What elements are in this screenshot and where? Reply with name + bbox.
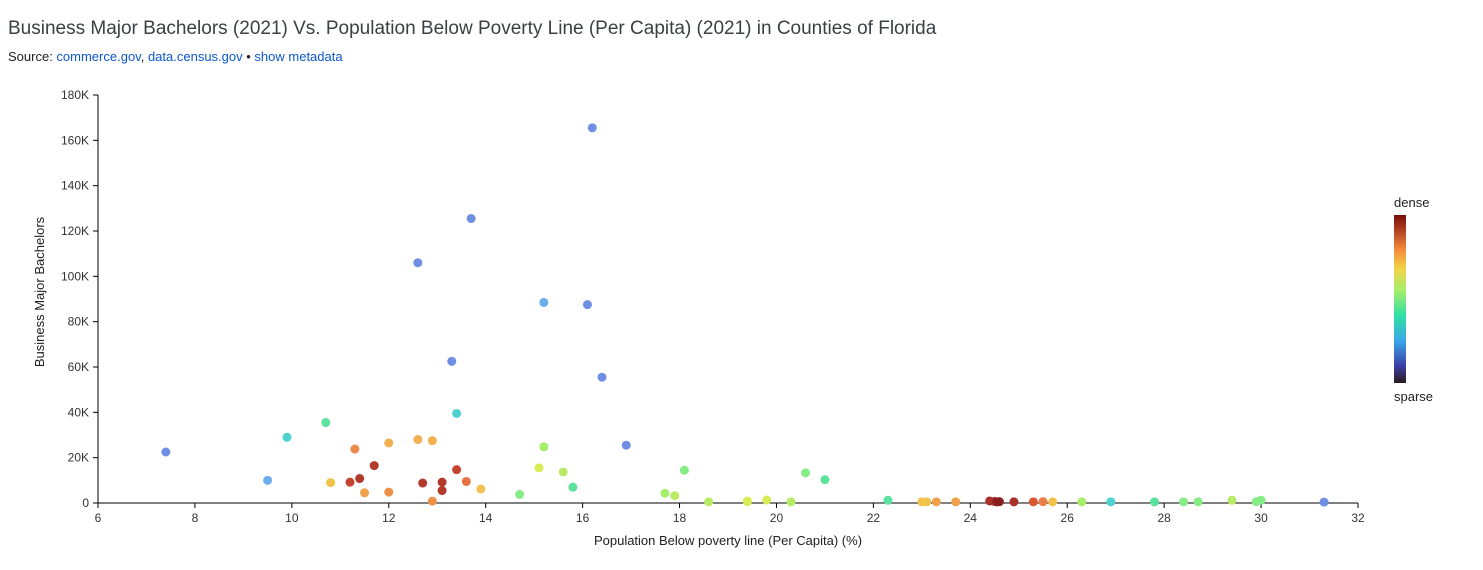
data-point[interactable] xyxy=(539,442,548,451)
x-tick-label: 18 xyxy=(673,511,687,525)
x-tick-label: 30 xyxy=(1254,511,1268,525)
data-point[interactable] xyxy=(539,298,548,307)
data-point[interactable] xyxy=(661,489,670,498)
legend-bottom-label: sparse xyxy=(1394,389,1433,404)
data-point[interactable] xyxy=(995,497,1004,506)
x-tick-label: 14 xyxy=(479,511,493,525)
data-point[interactable] xyxy=(568,483,577,492)
data-point[interactable] xyxy=(452,465,461,474)
data-point[interactable] xyxy=(413,258,422,267)
x-tick-label: 8 xyxy=(192,511,199,525)
data-point[interactable] xyxy=(161,448,170,457)
data-point[interactable] xyxy=(787,497,796,506)
data-point[interactable] xyxy=(384,438,393,447)
y-tick-label: 120K xyxy=(61,224,89,238)
legend-top-label: dense xyxy=(1394,195,1429,210)
data-point[interactable] xyxy=(1320,498,1329,507)
data-point[interactable] xyxy=(346,478,355,487)
x-tick-label: 12 xyxy=(382,511,396,525)
data-point[interactable] xyxy=(263,476,272,485)
data-point[interactable] xyxy=(1077,497,1086,506)
data-point[interactable] xyxy=(588,123,597,132)
data-point[interactable] xyxy=(326,478,335,487)
data-point[interactable] xyxy=(951,497,960,506)
data-point[interactable] xyxy=(559,467,568,476)
y-tick-label: 60K xyxy=(68,360,89,374)
data-point[interactable] xyxy=(1179,497,1188,506)
y-tick-label: 180K xyxy=(61,88,89,102)
data-point[interactable] xyxy=(467,214,476,223)
data-point[interactable] xyxy=(1039,497,1048,506)
data-point[interactable] xyxy=(438,486,447,495)
data-point[interactable] xyxy=(462,477,471,486)
data-point[interactable] xyxy=(680,466,689,475)
y-tick-label: 0 xyxy=(82,496,89,510)
data-point[interactable] xyxy=(704,497,713,506)
data-point[interactable] xyxy=(438,478,447,487)
data-point[interactable] xyxy=(1194,497,1203,506)
y-tick-label: 80K xyxy=(68,315,89,329)
data-point[interactable] xyxy=(762,496,771,505)
data-point[interactable] xyxy=(922,497,931,506)
legend-gradient-bar xyxy=(1394,215,1406,383)
points-group xyxy=(161,123,1328,506)
data-point[interactable] xyxy=(1150,497,1159,506)
y-tick-label: 100K xyxy=(61,269,89,283)
data-point[interactable] xyxy=(1228,496,1237,505)
data-point[interactable] xyxy=(1048,497,1057,506)
axes-group: 6 8 10 12 14 16 18 20 22 24 26 28 30 32 0 20K 40K 60K 80K 1… xyxy=(61,88,1365,525)
x-tick-label: 10 xyxy=(285,511,299,525)
x-tick-label: 24 xyxy=(964,511,978,525)
data-point[interactable] xyxy=(428,497,437,506)
data-point[interactable] xyxy=(932,497,941,506)
data-point[interactable] xyxy=(476,484,485,493)
data-point[interactable] xyxy=(820,475,829,484)
data-point[interactable] xyxy=(883,496,892,505)
data-point[interactable] xyxy=(283,433,292,442)
data-point[interactable] xyxy=(452,409,461,418)
data-point[interactable] xyxy=(355,474,364,483)
data-point[interactable] xyxy=(622,441,631,450)
data-point[interactable] xyxy=(598,373,607,382)
data-point[interactable] xyxy=(384,488,393,497)
x-tick-label: 16 xyxy=(576,511,590,525)
y-axis-title: Business Major Bachelors xyxy=(32,216,47,367)
x-tick-label: 26 xyxy=(1061,511,1075,525)
data-point[interactable] xyxy=(535,463,544,472)
data-point[interactable] xyxy=(1029,497,1038,506)
color-legend: dense sparse xyxy=(1394,195,1433,404)
x-tick-label: 22 xyxy=(867,511,881,525)
x-axis-title: Population Below poverty line (Per Capit… xyxy=(594,533,862,548)
data-point[interactable] xyxy=(321,418,330,427)
y-tick-label: 20K xyxy=(68,451,89,465)
data-point[interactable] xyxy=(583,300,592,309)
data-point[interactable] xyxy=(418,479,427,488)
x-tick-label: 20 xyxy=(770,511,784,525)
data-point[interactable] xyxy=(350,445,359,454)
x-tick-label: 6 xyxy=(95,511,102,525)
data-point[interactable] xyxy=(413,435,422,444)
data-point[interactable] xyxy=(743,497,752,506)
y-tick-label: 140K xyxy=(61,179,89,193)
x-tick-label: 28 xyxy=(1157,511,1171,525)
data-point[interactable] xyxy=(801,468,810,477)
data-point[interactable] xyxy=(428,436,437,445)
y-tick-label: 160K xyxy=(61,133,89,147)
data-point[interactable] xyxy=(1106,497,1115,506)
x-tick-label: 32 xyxy=(1351,511,1365,525)
data-point[interactable] xyxy=(670,491,679,500)
data-point[interactable] xyxy=(447,357,456,366)
y-tick-label: 40K xyxy=(68,405,89,419)
data-point[interactable] xyxy=(360,488,369,497)
data-point[interactable] xyxy=(1009,497,1018,506)
data-point[interactable] xyxy=(515,490,524,499)
data-point[interactable] xyxy=(1257,496,1266,505)
data-point[interactable] xyxy=(370,461,379,470)
